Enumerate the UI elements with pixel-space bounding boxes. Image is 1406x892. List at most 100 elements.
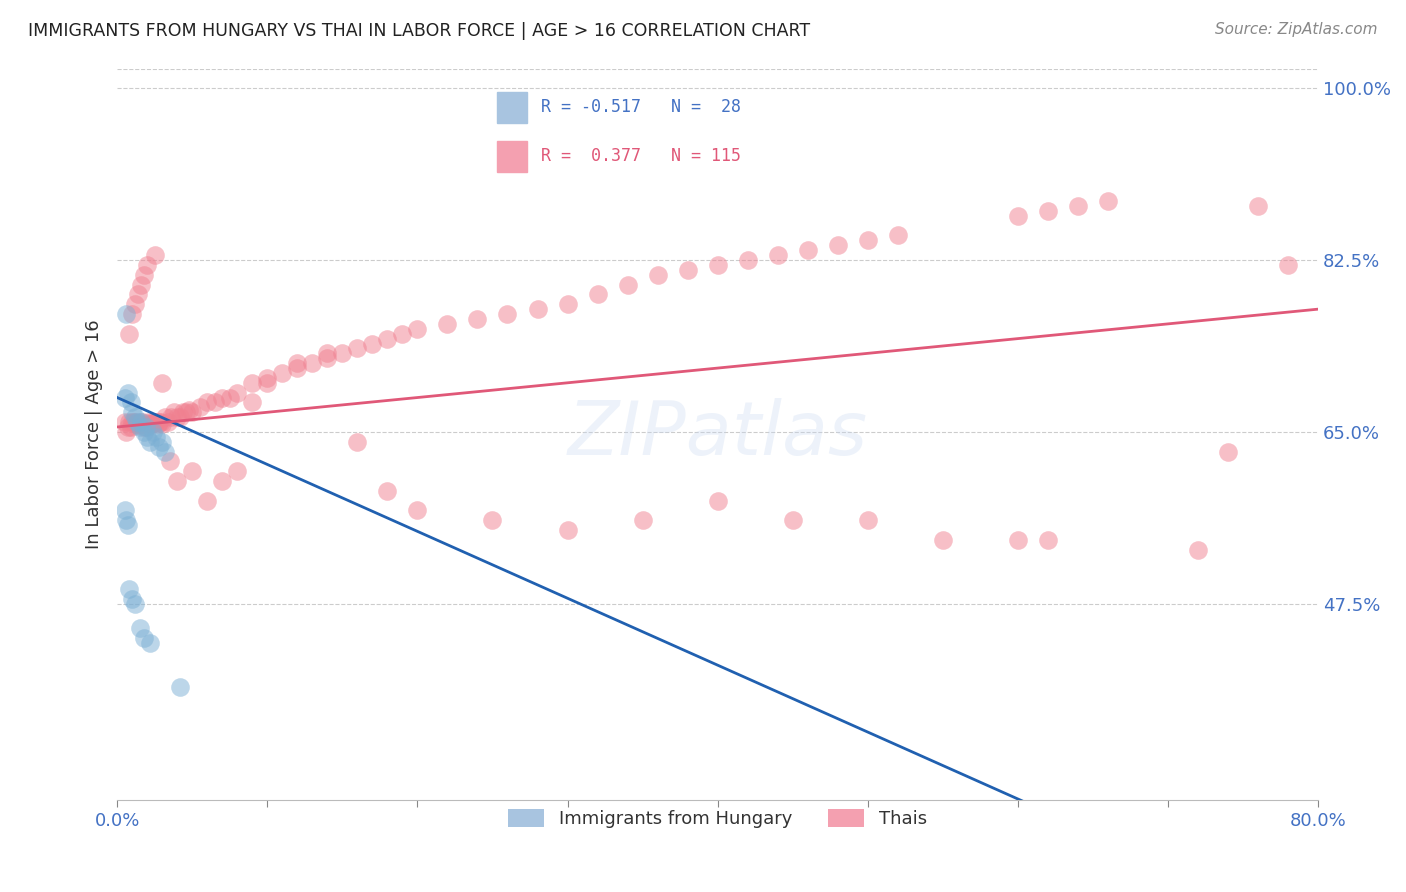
Point — [146, 417, 169, 431]
Point — [188, 401, 211, 415]
Point — [155, 410, 177, 425]
Point — [179, 403, 201, 417]
Point — [117, 420, 139, 434]
Point — [121, 591, 143, 606]
Point — [218, 391, 240, 405]
Point — [647, 268, 669, 282]
Point — [1187, 542, 1209, 557]
Point — [1277, 258, 1299, 272]
Point — [174, 405, 197, 419]
Point — [148, 440, 170, 454]
Point — [148, 415, 170, 429]
Point — [169, 410, 191, 425]
Point — [149, 415, 172, 429]
Point — [166, 474, 188, 488]
Point — [115, 307, 138, 321]
Point — [136, 420, 159, 434]
Point — [932, 533, 955, 547]
Point — [796, 244, 818, 258]
Point — [127, 418, 149, 433]
Point — [118, 415, 141, 429]
Legend: Immigrants from Hungary, Thais: Immigrants from Hungary, Thais — [501, 801, 934, 835]
Point — [128, 621, 150, 635]
Point — [240, 395, 263, 409]
Point — [115, 425, 138, 439]
Point — [377, 483, 399, 498]
Point — [1007, 533, 1029, 547]
Point — [136, 258, 159, 272]
Point — [127, 287, 149, 301]
Point — [150, 434, 173, 449]
Point — [128, 415, 150, 429]
Point — [134, 631, 156, 645]
Point — [361, 336, 384, 351]
Point — [150, 376, 173, 390]
Point — [139, 434, 162, 449]
Point — [346, 434, 368, 449]
Point — [256, 376, 278, 390]
Point — [481, 513, 503, 527]
Point — [737, 253, 759, 268]
Point — [316, 346, 339, 360]
Point — [141, 417, 163, 431]
Point — [766, 248, 789, 262]
Point — [142, 425, 165, 439]
Text: IMMIGRANTS FROM HUNGARY VS THAI IN LABOR FORCE | AGE > 16 CORRELATION CHART: IMMIGRANTS FROM HUNGARY VS THAI IN LABOR… — [28, 22, 810, 40]
Point — [377, 332, 399, 346]
Point — [120, 395, 142, 409]
Point — [120, 420, 142, 434]
Point — [136, 430, 159, 444]
Point — [631, 513, 654, 527]
Point — [211, 474, 233, 488]
Point — [155, 444, 177, 458]
Point — [204, 395, 226, 409]
Point — [139, 417, 162, 431]
Point — [256, 371, 278, 385]
Point — [557, 523, 579, 537]
Point — [139, 636, 162, 650]
Point — [159, 454, 181, 468]
Point — [124, 415, 146, 429]
Point — [117, 385, 139, 400]
Point — [125, 417, 148, 431]
Point — [240, 376, 263, 390]
Point — [676, 263, 699, 277]
Point — [856, 234, 879, 248]
Point — [114, 415, 136, 429]
Point — [226, 385, 249, 400]
Point — [122, 415, 145, 429]
Point — [121, 415, 143, 429]
Point — [134, 268, 156, 282]
Point — [138, 415, 160, 429]
Point — [121, 307, 143, 321]
Point — [586, 287, 609, 301]
Point — [782, 513, 804, 527]
Point — [125, 415, 148, 429]
Point — [163, 405, 186, 419]
Point — [134, 420, 156, 434]
Point — [128, 420, 150, 434]
Y-axis label: In Labor Force | Age > 16: In Labor Force | Age > 16 — [86, 319, 103, 549]
Point — [150, 417, 173, 431]
Point — [181, 464, 204, 478]
Point — [406, 503, 429, 517]
Point — [124, 297, 146, 311]
Point — [496, 307, 519, 321]
Point — [181, 405, 204, 419]
Point — [118, 582, 141, 596]
Point — [121, 405, 143, 419]
Point — [114, 391, 136, 405]
Point — [142, 415, 165, 429]
Point — [332, 346, 354, 360]
Point — [143, 248, 166, 262]
Text: Source: ZipAtlas.com: Source: ZipAtlas.com — [1215, 22, 1378, 37]
Point — [1036, 203, 1059, 218]
Point — [117, 518, 139, 533]
Point — [134, 425, 156, 439]
Point — [467, 312, 489, 326]
Point — [1036, 533, 1059, 547]
Point — [169, 680, 191, 694]
Point — [827, 238, 849, 252]
Point — [129, 417, 152, 431]
Point — [391, 326, 413, 341]
